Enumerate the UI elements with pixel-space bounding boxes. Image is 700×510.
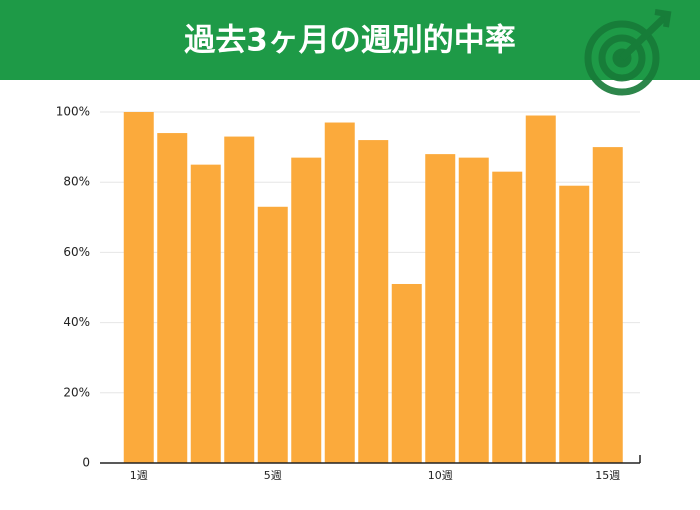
bar xyxy=(291,157,322,463)
bar xyxy=(592,147,623,463)
bar xyxy=(358,140,389,463)
bar xyxy=(257,206,288,463)
bar xyxy=(492,171,523,464)
header-bar xyxy=(0,0,700,80)
x-tick-label: 5週 xyxy=(264,469,282,482)
target-icon xyxy=(584,9,672,96)
y-tick-label: 20% xyxy=(63,385,90,399)
bar xyxy=(224,136,255,463)
y-tick-label: 60% xyxy=(63,245,90,259)
x-tick-label: 10週 xyxy=(428,469,453,482)
chart-title: 過去3ヶ月の週別的中率 xyxy=(184,23,516,59)
y-tick-label: 80% xyxy=(63,175,90,189)
bar xyxy=(458,157,489,463)
bar xyxy=(391,283,422,463)
bar xyxy=(157,133,188,463)
bar xyxy=(425,154,456,463)
y-tick-label: 40% xyxy=(63,315,90,329)
y-tick-label: 0 xyxy=(82,456,90,470)
x-tick-label: 1週 xyxy=(130,469,148,482)
bar xyxy=(324,122,355,463)
bar xyxy=(559,185,590,463)
x-tick-label: 15週 xyxy=(595,469,620,482)
bar xyxy=(190,164,221,463)
y-tick-label: 100% xyxy=(56,105,90,119)
bar xyxy=(525,115,556,463)
bar xyxy=(123,112,154,463)
